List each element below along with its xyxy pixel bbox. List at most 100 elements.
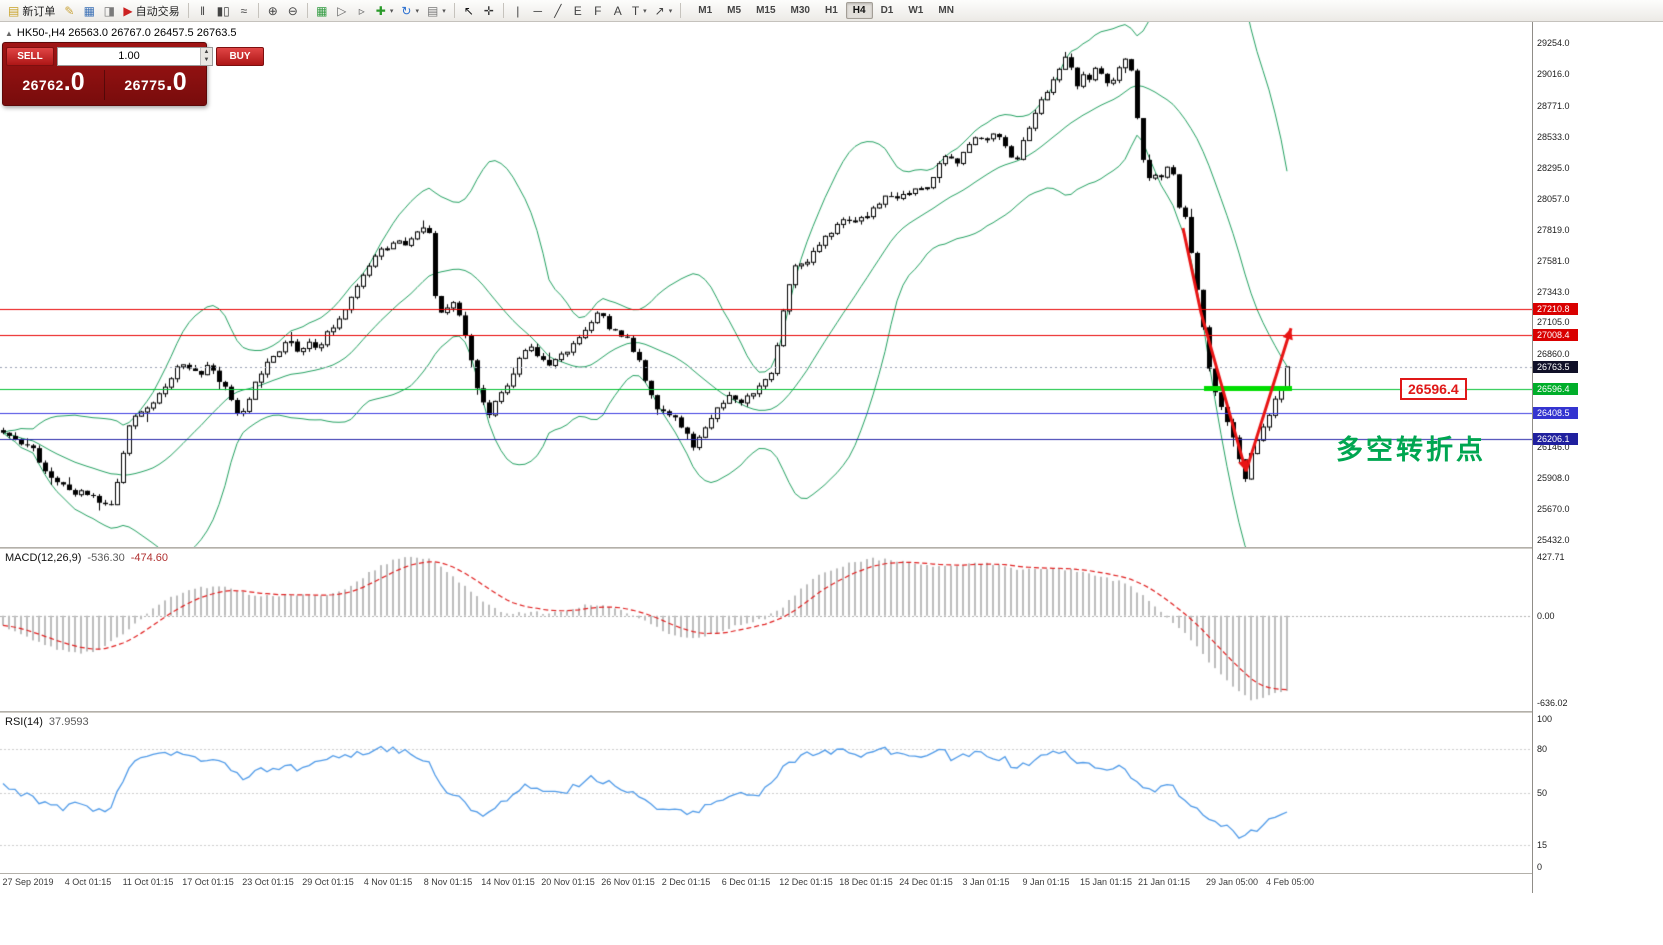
indicators-dropdown-icon[interactable]: ▾ [389,7,394,15]
price-axis-tick: 28533.0 [1537,131,1570,142]
timeframe-m30-button[interactable]: M30 [790,5,810,16]
time-axis[interactable]: 27 Sep 2019 4 Oct 01:15 11 Oct 01:15 17 Oct… [0,874,1578,894]
time-axis-label: 4 Nov 01:15 [363,877,413,887]
trade-panel-collapse-icon[interactable]: ▲ [5,28,13,38]
sell-price-frac: .0 [63,68,85,96]
buy-price[interactable]: 26775 .0 [105,67,206,103]
toolbar-horizontal-line-tool-button[interactable]: ─ [528,2,548,20]
time-axis-label: 29 Jan 05:00 [1205,877,1259,887]
price-axis-tick: 25432.0 [1537,535,1570,545]
price-axis-tick: 28771.0 [1537,100,1570,111]
toolbar-crosshair-button[interactable]: ✛ [479,2,499,20]
chart-info-line: ▲ HK50-,H4 26563.0 26767.0 26457.5 26763… [5,27,237,39]
rsi-value: 37.9593 [48,716,89,728]
time-axis-label: 18 Dec 01:15 [839,877,893,887]
volume-input[interactable] [58,47,200,65]
toolbar-cursor-button[interactable]: ↖ [459,2,479,20]
toolbar-separator [306,3,308,18]
level-price-tag: 26408.5 [1533,407,1578,420]
buy-price-int: 26775 [124,77,166,93]
time-axis-label: 11 Oct 01:15 [122,877,174,887]
toolbar-zoom-out-button[interactable]: ⊖ [283,2,303,20]
timeframe-mn-button[interactable]: MN [938,5,954,16]
toolbar-trendline-tool-button[interactable]: ╱ [548,2,568,20]
timeframe-h1-button[interactable]: H1 [824,5,838,16]
buy-price-frac: .0 [165,68,187,96]
price-axis-tick: 25670.0 [1537,504,1570,515]
macd-header: MACD(12,26,9) -536.30 -474.60 [5,552,168,564]
price-callout-box[interactable]: 26596.4 [1400,377,1467,400]
main-chart-panel: ▲ HK50-,H4 26563.0 26767.0 26457.5 26763… [0,22,1532,547]
time-axis-label: 4 Oct 01:15 [64,877,112,887]
level-price-tag: 26596.4 [1533,382,1578,395]
toolbar-channel-tool-button[interactable]: E [568,2,588,20]
sell-button[interactable]: SELL [6,46,54,66]
rsi-canvas[interactable] [0,713,1532,873]
toolbar-separator [453,3,455,18]
timeframe-m1-button[interactable]: M1 [698,5,713,16]
current-price-tag: 26763.5 [1533,360,1578,373]
auto-scroll-icon: ▷ [337,3,347,18]
toolbar-bar-chart-mode-button[interactable]: ‖ [193,2,213,20]
arrows-tool-dropdown-icon[interactable]: ▾ [668,7,673,15]
trendline-tool-icon: ╱ [554,3,562,18]
toolbar-items: ▤ 新订单 ✎ ▦ ◨ ▶ 自动交易 ‖ ▮▯ ≈ ⊕ ⊖ ▦ ▷ ▹ ✚ ▾ ↻ ▾ ▤ ▾ ↖ ✛ | ─ ╱ E F A T ▾ ↗ ▾ [4,2,685,20]
autotrading-icon: ▶ [123,3,133,18]
macd-value-signal: -474.60 [130,552,169,564]
toolbar-indicators-button[interactable]: ✚ ▾ [372,2,398,20]
toolbar-candlestick-mode-button[interactable]: ▮▯ [213,2,234,20]
toolbar-market-watch-button[interactable]: ▦ [79,2,99,20]
toolbar-new-order-button[interactable]: ▤ 新订单 [4,2,59,20]
toolbar-line-chart-mode-button[interactable]: ≈ [234,2,254,20]
toolbar-arrows-tool-button[interactable]: ↗ ▾ [651,2,677,20]
main-toolbar: ▤ 新订单 ✎ ▦ ◨ ▶ 自动交易 ‖ ▮▯ ≈ ⊕ ⊖ ▦ ▷ ▹ ✚ ▾ ↻ ▾ ▤ ▾ ↖ ✛ | ─ ╱ E F A T ▾ ↗ ▾ … [0,0,1663,22]
toolbar-separator [257,3,259,18]
panel-separator[interactable] [0,547,1578,549]
annotation-text[interactable]: 多空转折点 [1336,435,1486,465]
toolbar-tile-windows-button[interactable]: ▦ [312,2,332,20]
navigator-icon: ◨ [103,3,116,18]
toolbar-chart-shift-button[interactable]: ▹ [352,2,372,20]
time-axis-label: 26 Nov 01:15 [601,877,655,887]
price-axis[interactable]: 29254.0 29016.0 28771.0 28533.0 28295.0 28057… [1532,22,1578,893]
channel-tool-icon: E [573,3,582,18]
buy-button[interactable]: BUY [216,46,264,66]
metaeditor-icon: ✎ [64,3,75,18]
macd-panel: MACD(12,26,9) -536.30 -474.60 [0,549,1532,711]
fibonacci-tool-icon: F [594,3,602,18]
label-tool-dropdown-icon[interactable]: ▾ [643,7,647,15]
trade-panel-divider [104,70,105,100]
rsi-axis-tick: 0 [1537,862,1543,872]
zoom-in-icon: ⊕ [267,3,278,18]
main-chart-canvas[interactable] [0,22,1532,547]
timeframe-d1-button[interactable]: D1 [880,5,894,16]
toolbar-fibonacci-tool-button[interactable]: F [588,2,608,20]
toolbar-metaeditor-button[interactable]: ✎ [59,2,79,20]
panel-separator[interactable] [0,711,1578,713]
toolbar-vertical-line-tool-button[interactable]: | [508,2,528,20]
macd-axis-tick: 427.71 [1537,551,1565,562]
templates-dropdown-icon[interactable]: ▾ [442,7,446,15]
timeframe-h4-button[interactable]: H4 [845,2,873,19]
rsi-axis-tick: 80 [1537,743,1548,754]
timeframe-w1-button[interactable]: W1 [908,5,924,16]
volume-field-wrap: ▲ ▼ [57,46,213,66]
toolbar-zoom-in-button[interactable]: ⊕ [263,2,283,20]
toolbar-label-tool-button[interactable]: T ▾ [628,2,651,20]
toolbar-refresh-profiles-button[interactable]: ↻ ▾ [397,2,423,20]
line-chart-mode-icon: ≈ [240,3,248,18]
timeframe-m5-button[interactable]: M5 [727,5,742,16]
price-axis-tick: 29254.0 [1537,38,1570,48]
toolbar-autotrading-button[interactable]: ▶ 自动交易 [119,2,183,20]
volume-down-icon[interactable]: ▼ [201,56,212,65]
toolbar-navigator-button[interactable]: ◨ [99,2,119,20]
refresh-profiles-dropdown-icon[interactable]: ▾ [415,7,419,15]
time-axis-label: 8 Nov 01:15 [423,877,473,887]
toolbar-text-tool-button[interactable]: A [608,2,628,20]
toolbar-templates-button[interactable]: ▤ ▾ [423,2,450,20]
macd-canvas[interactable] [0,549,1532,711]
timeframe-m15-button[interactable]: M15 [756,5,776,16]
toolbar-auto-scroll-button[interactable]: ▷ [332,2,352,20]
volume-up-icon[interactable]: ▲ [201,47,212,56]
sell-price[interactable]: 26762 .0 [3,67,104,103]
